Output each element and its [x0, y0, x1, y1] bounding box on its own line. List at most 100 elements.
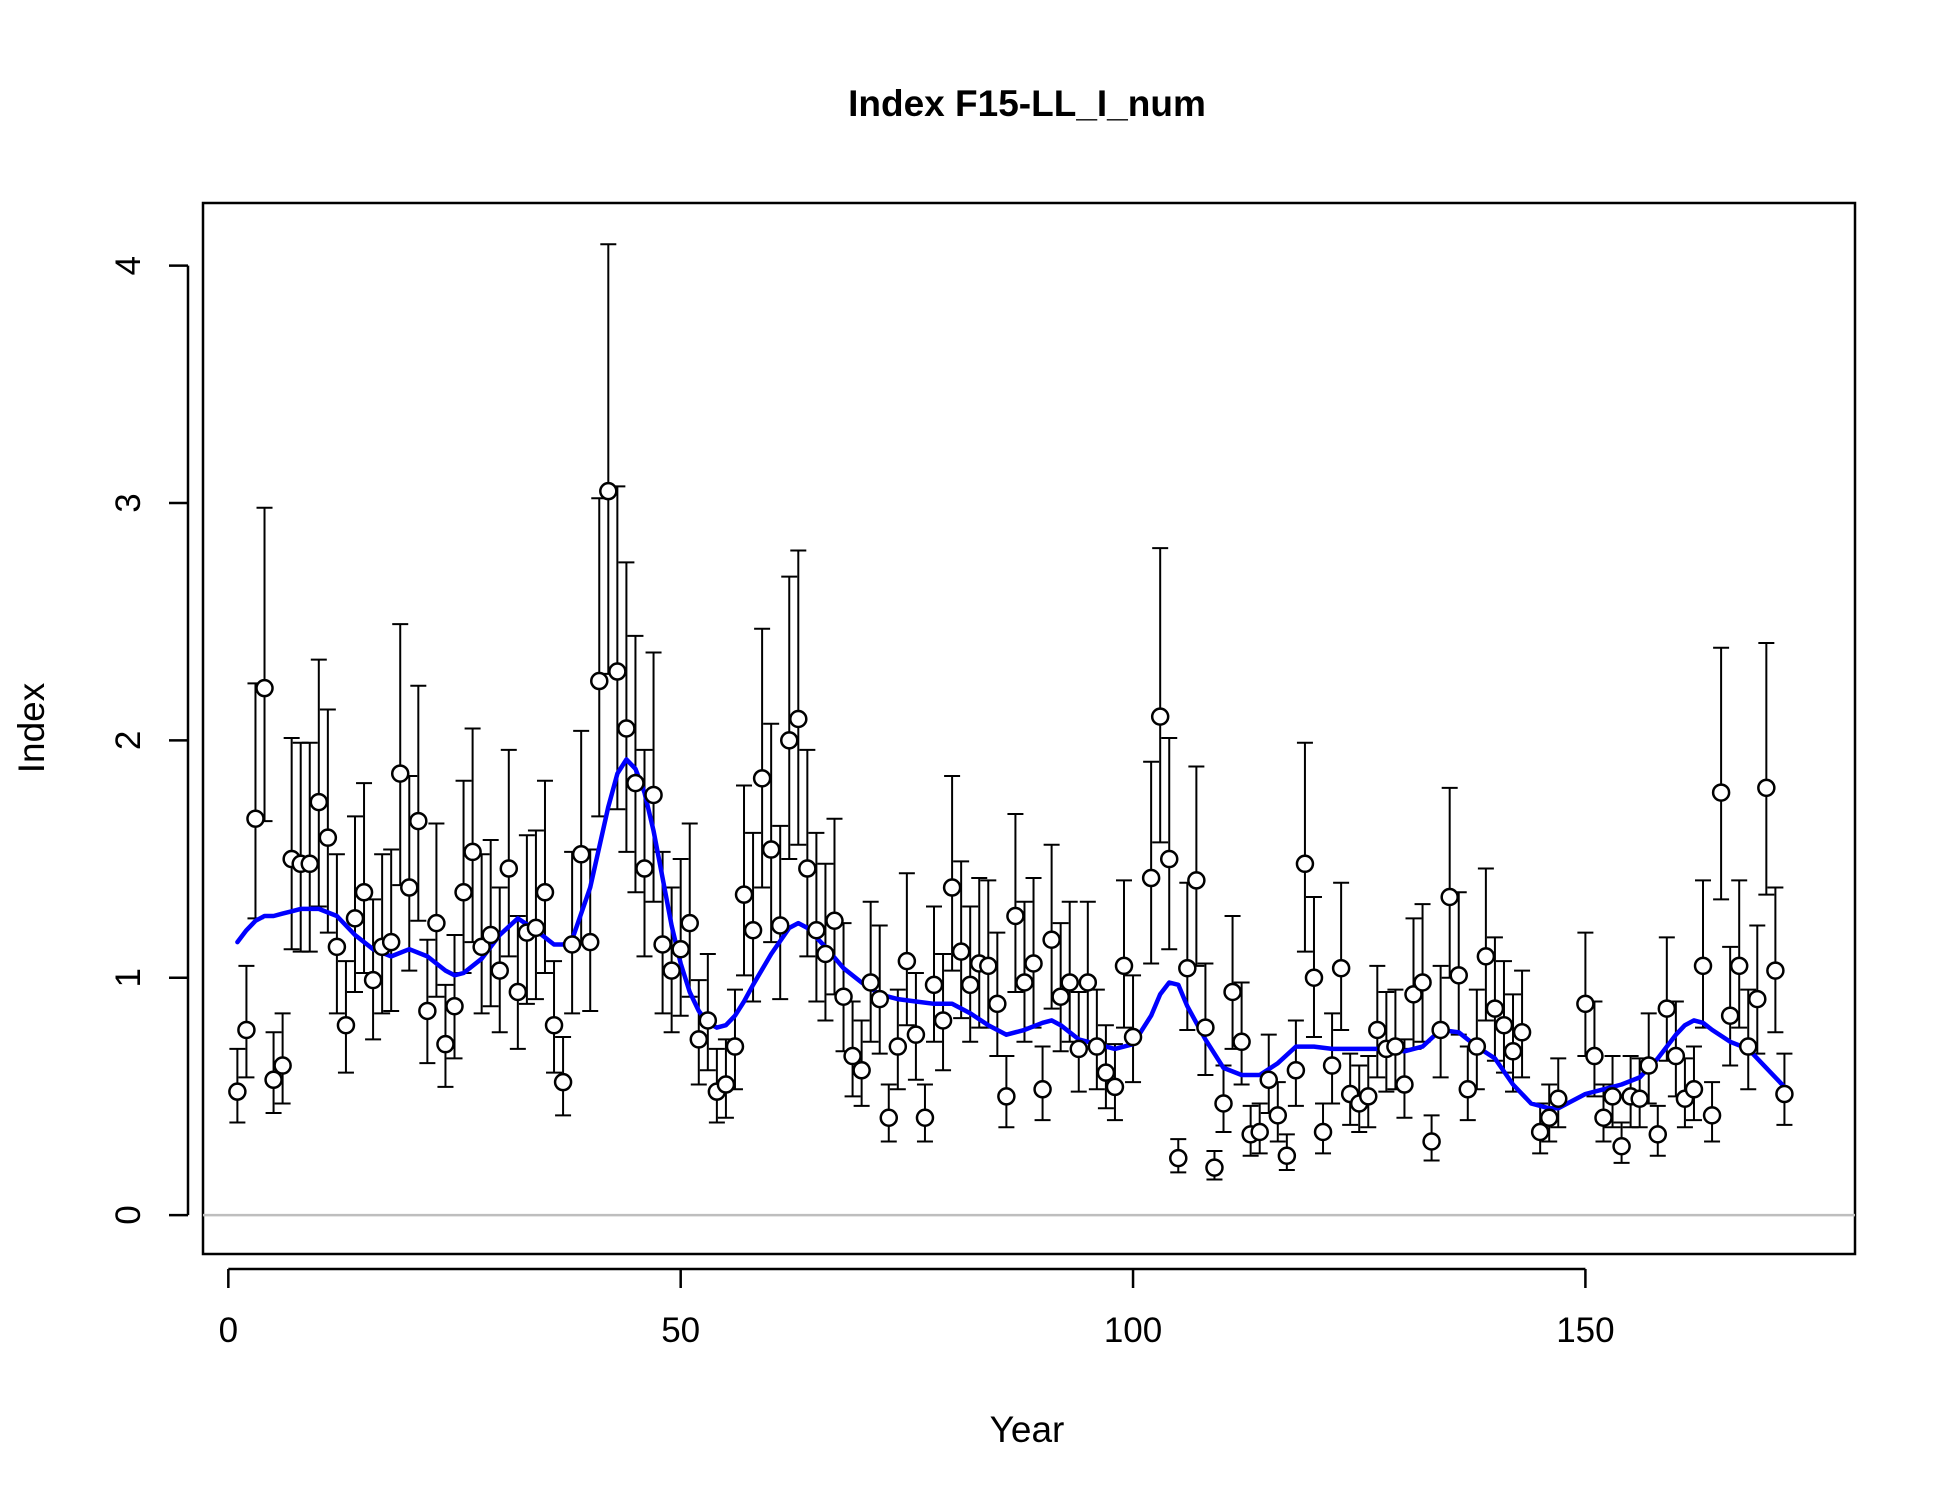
data-point — [770, 916, 790, 935]
data-point — [354, 883, 374, 902]
data-point — [1196, 1018, 1215, 1037]
data-point — [915, 1108, 935, 1128]
data-point — [626, 773, 645, 793]
data-point — [752, 769, 772, 788]
data-point — [228, 1082, 247, 1101]
data-point — [363, 970, 383, 990]
data-point — [1042, 930, 1061, 949]
data-point — [390, 764, 410, 783]
x-axis-label: Year — [990, 1409, 1065, 1450]
data-point — [1702, 1106, 1722, 1125]
data-point — [671, 939, 690, 959]
data-point — [725, 1037, 745, 1056]
y-tick-label: 4 — [109, 256, 148, 275]
data-point — [798, 859, 817, 878]
data-point — [1060, 973, 1079, 992]
data-points — [228, 481, 1794, 1177]
data-point — [463, 842, 482, 862]
data-point — [327, 937, 347, 957]
data-point — [716, 1075, 736, 1094]
data-point — [526, 918, 546, 938]
data-point — [888, 1037, 908, 1056]
data-point — [255, 678, 274, 698]
data-point — [1123, 1027, 1143, 1047]
data-point — [309, 792, 329, 812]
data-point — [1729, 956, 1749, 976]
data-point — [1024, 954, 1043, 973]
y-tick-label: 0 — [109, 1205, 148, 1224]
data-point — [653, 935, 672, 954]
data-point — [608, 662, 627, 681]
x-tick-label: 100 — [1104, 1311, 1162, 1350]
data-point — [662, 961, 681, 980]
data-point — [409, 811, 428, 831]
data-point — [897, 951, 917, 971]
data-point — [960, 975, 980, 995]
data-point — [1657, 999, 1677, 1018]
data-point — [1422, 1132, 1441, 1151]
data-point — [870, 989, 889, 1009]
y-tick-label: 2 — [109, 731, 148, 750]
data-point — [1684, 1080, 1704, 1099]
data-point — [1069, 1039, 1089, 1059]
data-point — [1476, 947, 1496, 966]
data-point — [1268, 1106, 1288, 1125]
data-point — [1404, 985, 1423, 1004]
data-point — [445, 996, 464, 1016]
x-tick-label: 0 — [219, 1311, 238, 1350]
data-point — [1232, 1032, 1251, 1052]
data-point — [852, 1061, 871, 1080]
data-point — [1413, 973, 1432, 992]
data-point — [1259, 1070, 1278, 1090]
data-point — [590, 671, 609, 691]
data-point — [1693, 956, 1713, 976]
data-point — [418, 1001, 437, 1021]
data-point — [264, 1070, 283, 1090]
data-point — [1015, 973, 1034, 992]
data-point — [1775, 1084, 1794, 1104]
data-point — [1648, 1125, 1668, 1144]
data-point — [1549, 1089, 1568, 1109]
data-point — [544, 1015, 564, 1035]
data-point — [789, 709, 808, 729]
data-point — [1757, 778, 1776, 798]
y-tick-label: 1 — [109, 968, 148, 987]
data-point — [1738, 1037, 1758, 1056]
data-point — [689, 1030, 709, 1049]
data-point — [988, 994, 1007, 1014]
data-point — [553, 1072, 573, 1092]
data-point — [580, 932, 600, 952]
data-point — [1639, 1056, 1658, 1075]
data-point — [1006, 906, 1025, 926]
data-point — [1114, 956, 1134, 976]
data-point — [1503, 1042, 1523, 1061]
data-point — [1386, 1037, 1405, 1056]
data-point — [1214, 1094, 1233, 1113]
y-axis: 0 1 2 3 4 — [109, 256, 190, 1225]
data-point — [1711, 783, 1731, 802]
data-point — [300, 854, 320, 874]
data-point — [635, 859, 654, 878]
data-point — [1205, 1158, 1224, 1177]
data-point — [1169, 1148, 1188, 1168]
data-point — [1431, 1020, 1450, 1040]
data-point — [318, 828, 338, 847]
data-point — [1223, 982, 1242, 1002]
data-point — [834, 987, 853, 1006]
data-point — [942, 878, 962, 897]
data-point — [246, 809, 265, 828]
data-point — [535, 883, 555, 902]
data-point — [617, 719, 636, 738]
data-point — [1585, 1046, 1604, 1066]
data-point — [644, 785, 663, 805]
x-axis: 0 50 100 150 — [219, 1267, 1615, 1350]
data-point — [1530, 1122, 1550, 1142]
data-point — [761, 840, 781, 859]
data-point — [1603, 1087, 1622, 1106]
data-point — [807, 921, 826, 940]
data-point — [454, 883, 473, 902]
data-point — [1331, 958, 1351, 978]
data-point — [490, 961, 509, 980]
